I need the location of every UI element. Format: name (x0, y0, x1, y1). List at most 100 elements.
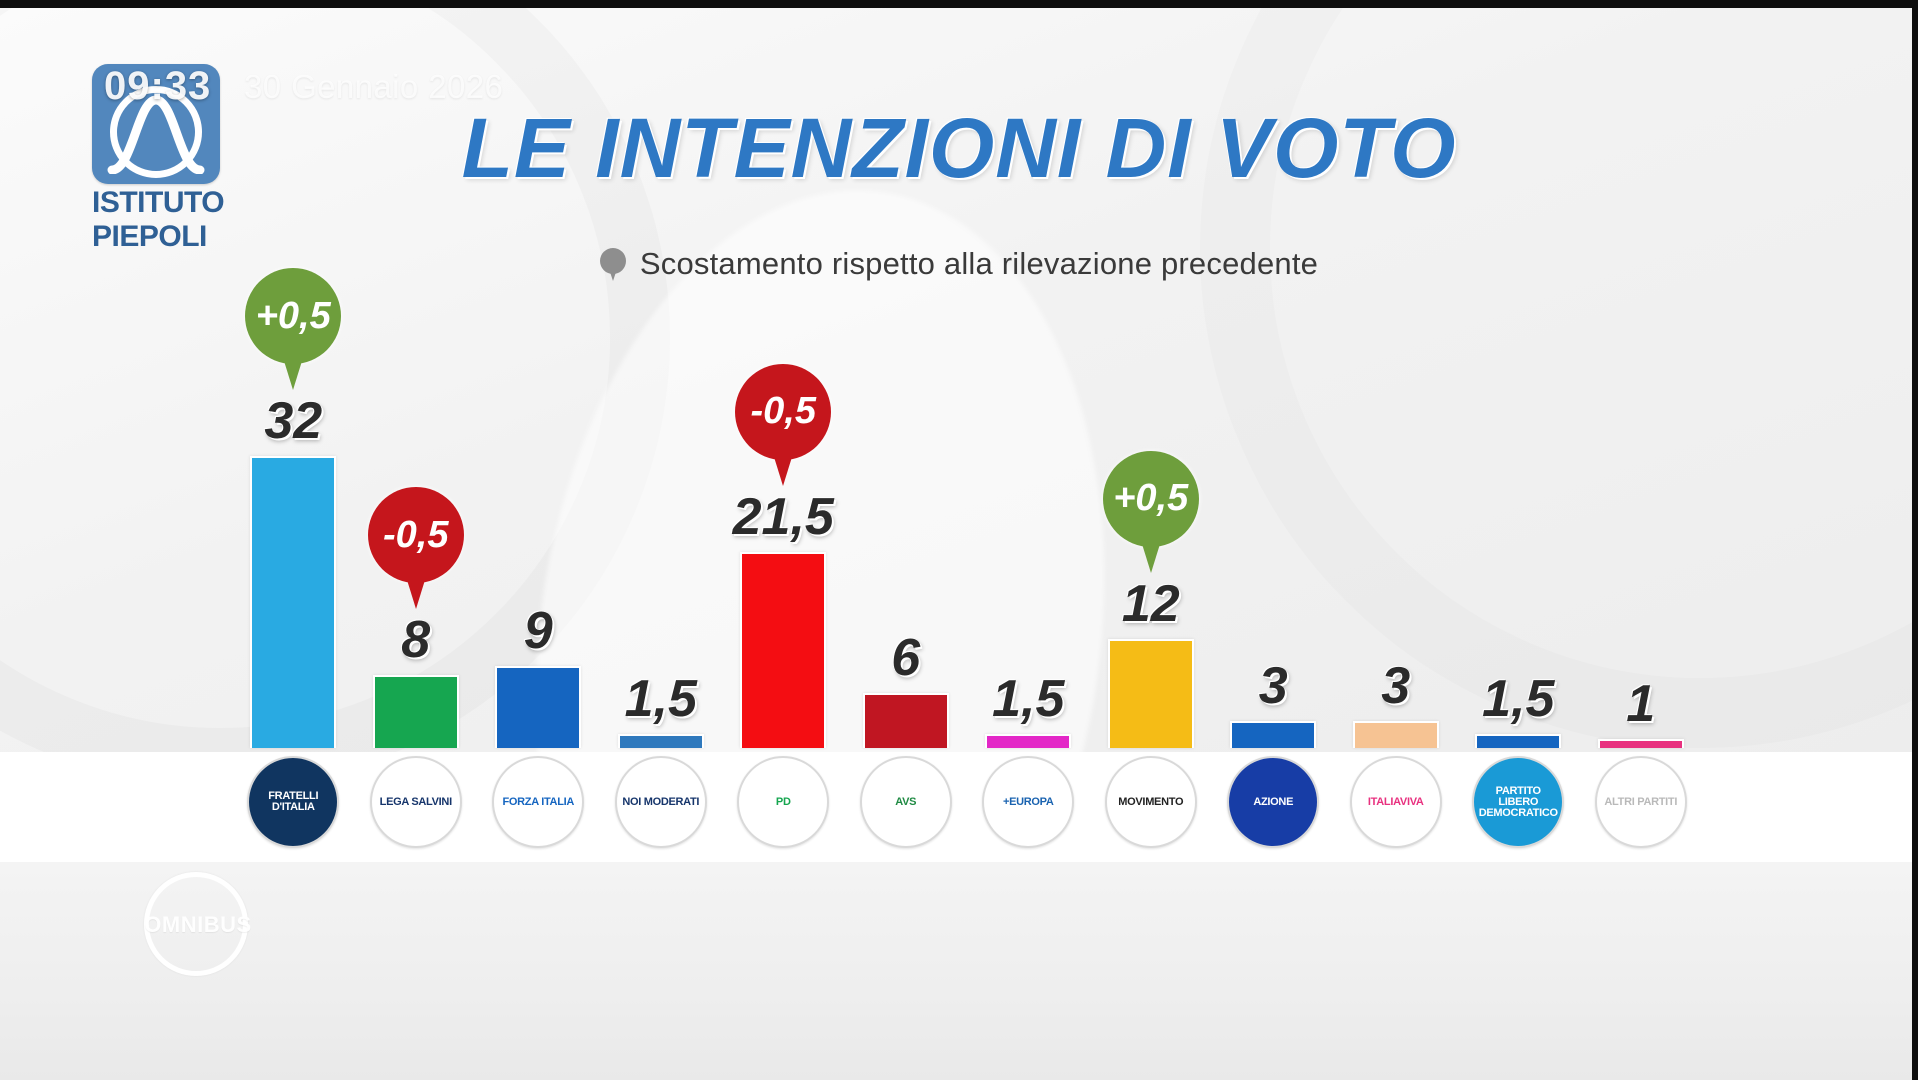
logo-avs: AVS (859, 756, 952, 848)
chart-column: -0,5 21,5 (722, 308, 845, 748)
chart-bar (985, 734, 1072, 748)
logo-azione: AZIONE (1227, 756, 1320, 848)
istituto-piepoli-logo: ISTITUTO PIEPOLI (92, 64, 232, 252)
party-logo-cell: FRATELLI D'ITALIA (232, 756, 355, 848)
screen-edge-right (1912, 0, 1918, 1080)
logo-movimento-5-stelle: MOVIMENTO (1104, 756, 1197, 848)
chart-column: -0,5 8 (355, 308, 478, 748)
party-logo-label: MOVIMENTO (1118, 795, 1184, 808)
bar-value-label: 12 (1121, 574, 1180, 633)
gray-pin-icon (599, 247, 626, 281)
party-logo-strip: FRATELLI D'ITALIA LEGA SALVINI FORZA ITALI… (0, 752, 1918, 862)
chart-column: 3 (1335, 308, 1458, 748)
institute-name-line1: ISTITUTO (92, 186, 225, 219)
bar-value-label: 3 (1258, 656, 1288, 715)
bar-value-label: 6 (891, 629, 921, 688)
broadcast-date: 30 Gennaio 2026 (244, 68, 504, 105)
logo-piu-europa: +EUROPA (982, 756, 1075, 848)
bar-value-label: 3 (1381, 656, 1411, 715)
chart-bar (740, 551, 827, 748)
chart-column: 1,5 (1457, 308, 1580, 748)
chart-bar (1230, 720, 1317, 748)
party-logo-label: AVS (895, 795, 917, 808)
omnibus-ring-shape (144, 872, 248, 976)
chart-bar (1107, 638, 1194, 748)
page-title: LE INTENZIONI DI VOTO (461, 101, 1457, 195)
party-logo-cell: FORZA ITALIA (477, 756, 600, 848)
bar-value-label: 1,5 (992, 670, 1065, 729)
bar-value-label: 32 (264, 392, 323, 451)
party-logo-cell: AVS (845, 756, 968, 848)
logo-noi-moderati: NOI MODERATI (614, 756, 707, 848)
screen-edge-top (0, 0, 1918, 8)
party-logo-cell: +EUROPA (967, 756, 1090, 848)
bar-value-label: 1 (1626, 674, 1656, 733)
party-logo-cell: PARTITO LIBERO DEMOCRATICO (1457, 756, 1580, 848)
logo-altri-partiti: ALTRI PARTITI (1594, 756, 1687, 848)
party-logo-cell: AZIONE (1212, 756, 1335, 848)
chart-column: 3 (1212, 308, 1335, 748)
chart-bar (250, 456, 337, 748)
chart-column: 1,5 (600, 308, 723, 748)
logo-fratelli-italia: FRATELLI D'ITALIA (247, 756, 340, 848)
chart-bar (1475, 734, 1562, 748)
institute-name-line2: PIEPOLI (92, 220, 207, 253)
party-logo-label: +EUROPA (1002, 795, 1054, 808)
delta-pin-down: -0,5 (735, 363, 832, 486)
party-logo-label: ALTRI PARTITI (1604, 795, 1678, 808)
delta-pin-tail-shape (770, 443, 797, 486)
poll-slide: ISTITUTO PIEPOLI 09:33 30 Gennaio 2026 L… (0, 8, 1918, 758)
logo-partito-democratico: PD (737, 756, 830, 848)
logo-lega-salvini: LEGA SALVINI (369, 756, 462, 848)
party-logo-label: FORZA ITALIA (502, 795, 575, 808)
party-logo-label: PD (775, 795, 791, 808)
lower-third: OMNIBUS i voto (indecisi-astenuti 32%) W… (0, 862, 1918, 1080)
chart-bar (1352, 720, 1439, 748)
bar-value-label: 1,5 (1482, 670, 1555, 729)
party-logo-label: AZIONE (1253, 795, 1294, 808)
chart-column: 1,5 (967, 308, 1090, 748)
party-logo-label: LEGA SALVINI (379, 795, 452, 808)
party-logo-label: PARTITO LIBERO DEMOCRATICO (1478, 784, 1558, 819)
chart-bar (862, 693, 949, 748)
vote-intentions-bar-chart: +0,5 32 -0,5 8 9 1,5 -0,5 21,5 6 1,5 +0,5 12 3 3 1,5 1 (232, 268, 1703, 748)
bar-value-label: 21,5 (732, 487, 834, 546)
party-logo-row: FRATELLI D'ITALIA LEGA SALVINI FORZA ITALI… (232, 756, 1702, 848)
chart-bar (495, 665, 582, 748)
bar-value-label: 9 (523, 601, 553, 660)
delta-pin-up: +0,5 (245, 268, 342, 391)
chart-column: 9 (477, 308, 600, 748)
piepoli-ring-shape (110, 86, 202, 178)
chart-bar (617, 734, 704, 748)
omnibus-label: OMNIBUS (144, 912, 252, 937)
chart-column: +0,5 12 (1090, 308, 1213, 748)
chart-column: 1 (1580, 308, 1703, 748)
delta-pin-up: +0,5 (1102, 450, 1199, 573)
omnibus-watermark-logo: OMNIBUS (138, 870, 258, 982)
delta-pin-tail-shape (402, 567, 429, 610)
piepoli-mark-icon (92, 64, 220, 184)
chart-bar (372, 675, 459, 748)
bar-value-label: 1,5 (624, 670, 697, 729)
delta-pin-tail-shape (280, 348, 307, 391)
logo-italia-viva: ITALIAVIVA (1349, 756, 1442, 848)
legend: Scostamento rispetto alla rilevazione pr… (0, 246, 1918, 282)
logo-forza-italia: FORZA ITALIA (492, 756, 585, 848)
chart-bar (1597, 738, 1684, 748)
party-logo-label: ITALIAVIVA (1367, 795, 1424, 808)
party-logo-cell: PD (722, 756, 845, 848)
piepoli-peak-icon (107, 95, 205, 174)
party-logo-cell: ALTRI PARTITI (1580, 756, 1703, 848)
delta-pin-down: -0,5 (367, 487, 464, 610)
party-logo-cell: LEGA SALVINI (355, 756, 478, 848)
party-logo-cell: NOI MODERATI (600, 756, 723, 848)
party-logo-label: FRATELLI D'ITALIA (268, 790, 319, 813)
gray-pin-tail-shape (607, 265, 618, 281)
broadcast-clock: 09:33 (104, 64, 212, 108)
logo-partito-libero-dem: PARTITO LIBERO DEMOCRATICO (1472, 756, 1565, 848)
chart-column: 6 (845, 308, 968, 748)
party-logo-label: NOI MODERATI (622, 795, 700, 808)
bar-value-label: 8 (401, 611, 431, 670)
party-logo-cell: MOVIMENTO (1090, 756, 1213, 848)
